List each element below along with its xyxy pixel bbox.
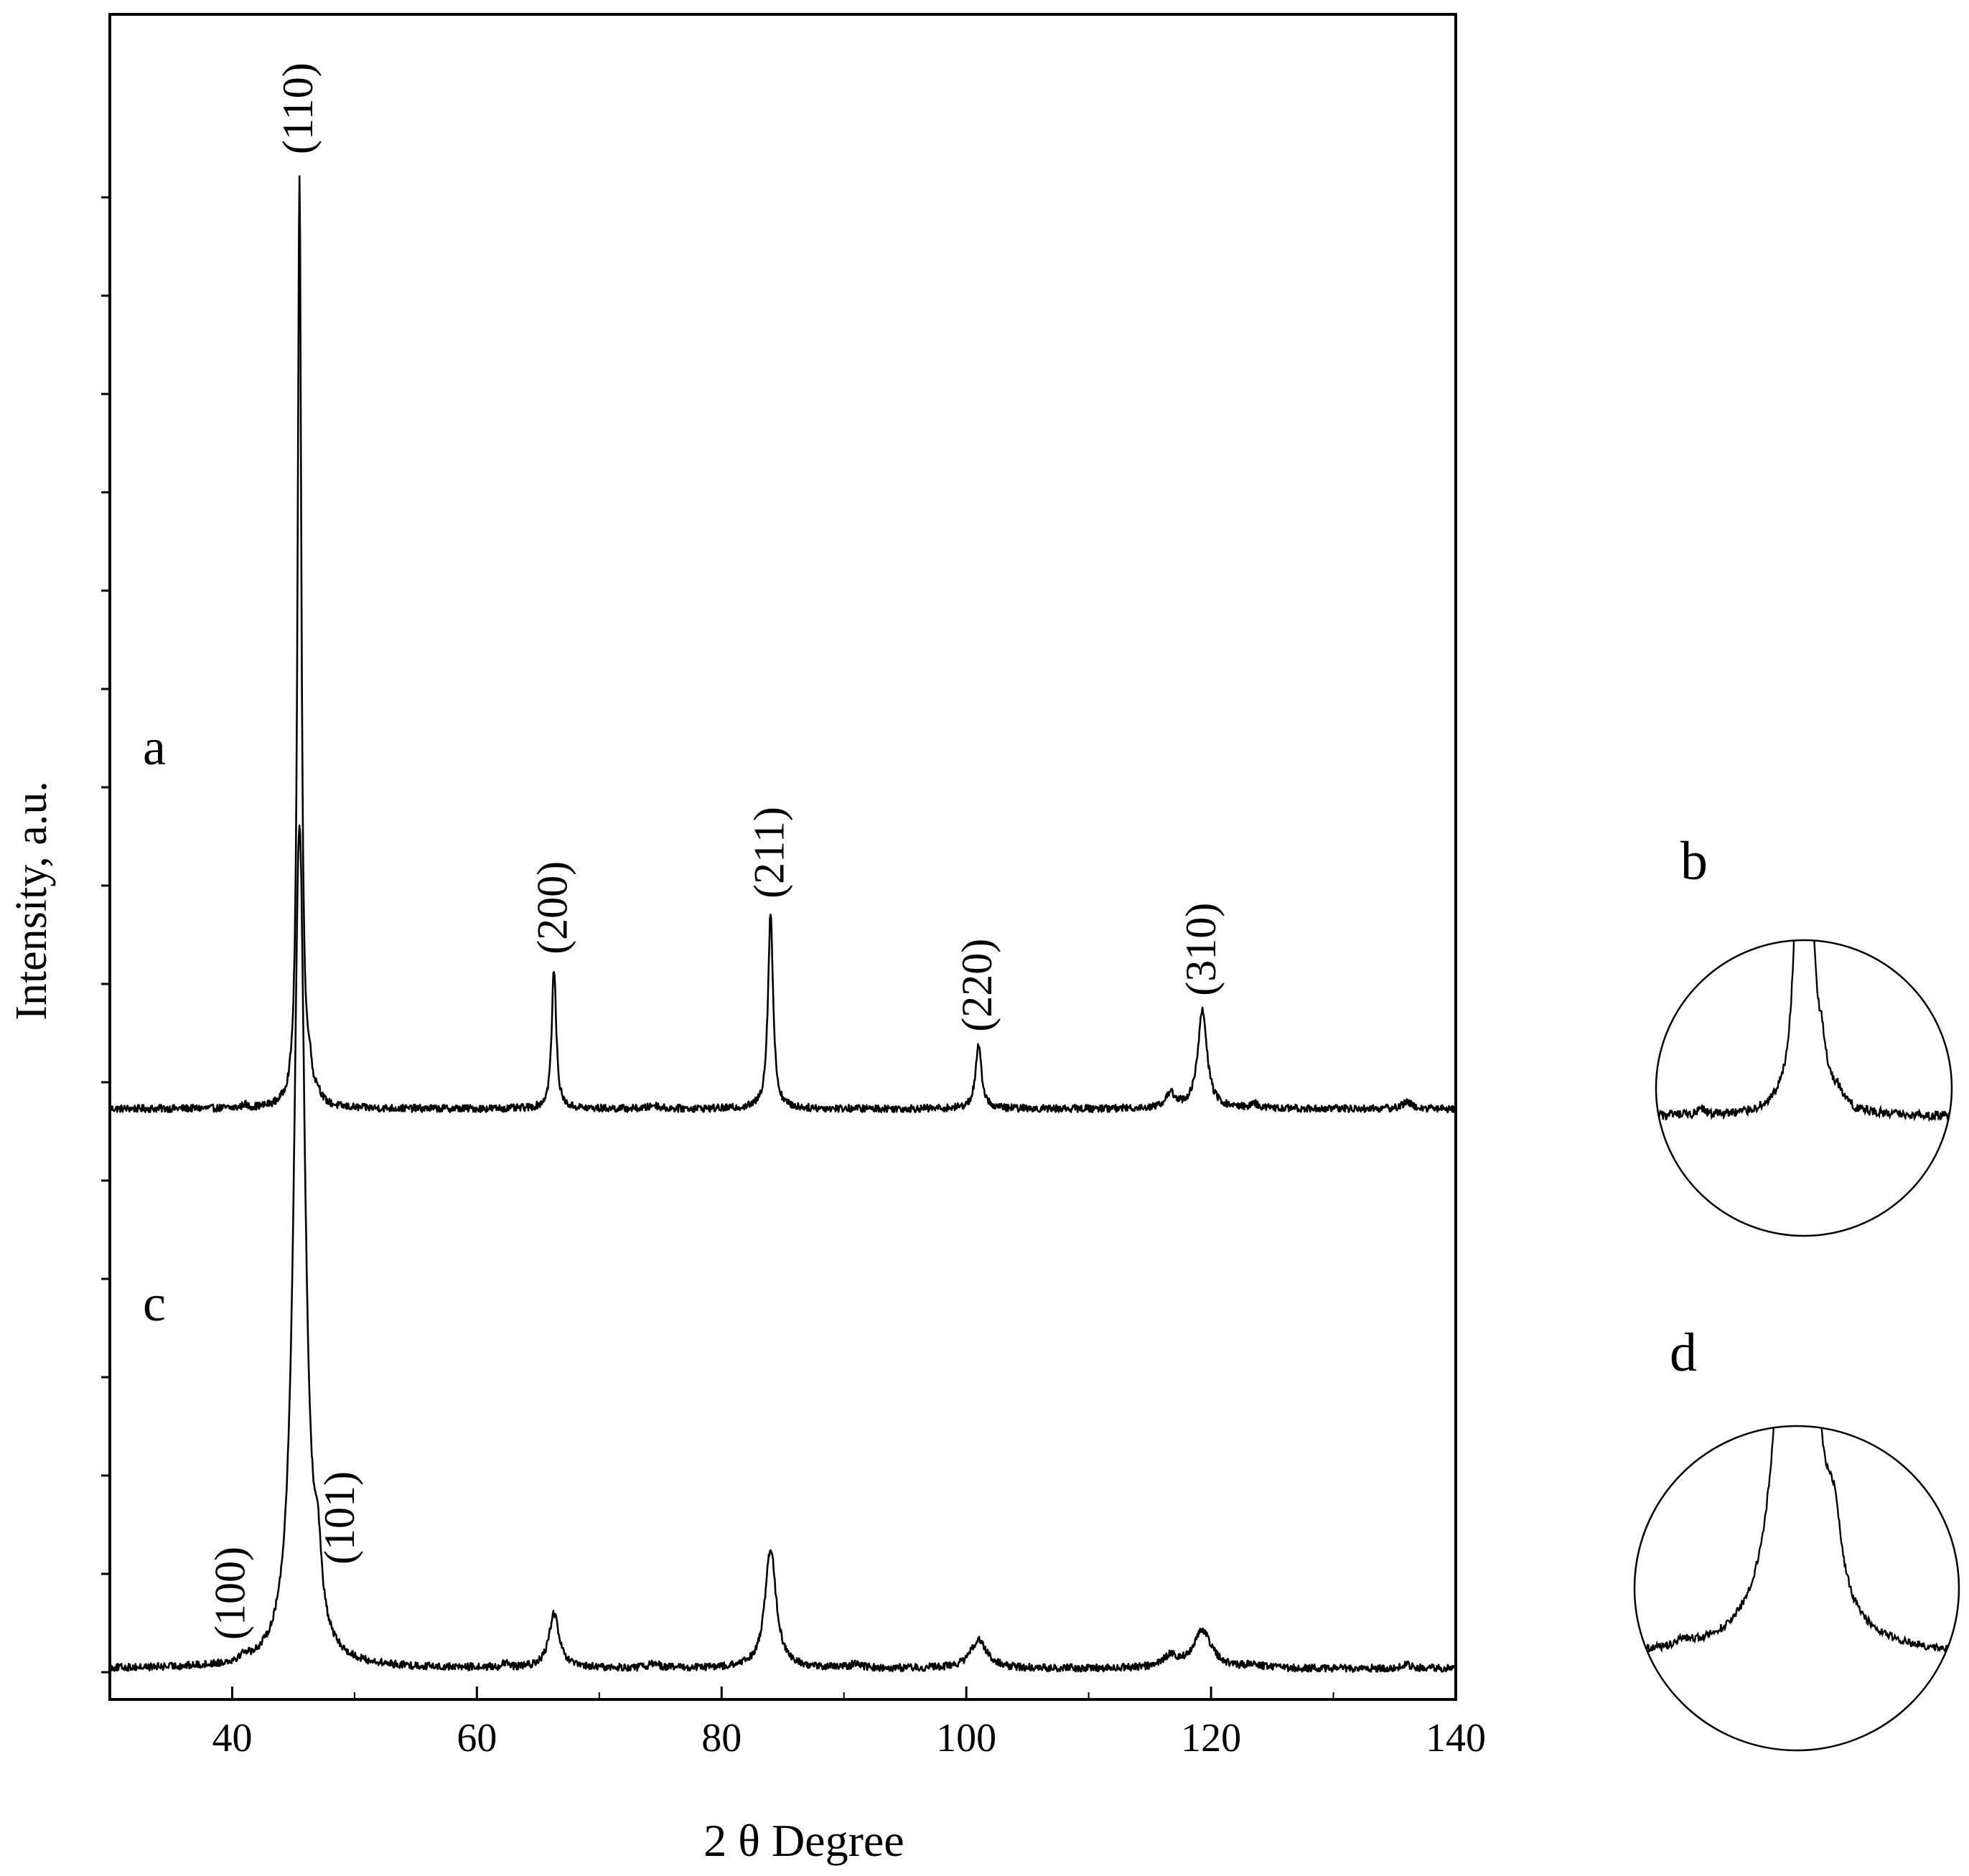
plot-frame <box>108 13 1457 1701</box>
peak-label: (211) <box>746 807 793 899</box>
inset-circle <box>1655 939 1953 1237</box>
curve-label-c: c <box>143 1275 166 1332</box>
peak-label: (110) <box>274 62 322 154</box>
curve-label-a: a <box>143 718 166 776</box>
plot-area: 40 60 80 100 120 140 (110) (200) (211) (220) (310… <box>101 13 1486 1760</box>
peak-label: (220) <box>953 939 1001 1032</box>
series-a-line <box>108 175 1457 1114</box>
inset-label-d: d <box>1670 1323 1697 1383</box>
peak-label: (100) <box>207 1547 254 1640</box>
inset-b-line <box>1656 940 1952 1122</box>
inset-d-line <box>1634 1426 1959 1655</box>
insets: bd <box>1633 831 1960 1752</box>
y-axis-label: Intensity, a.u. <box>7 781 56 1020</box>
x-tick-label: 140 <box>1426 1716 1486 1760</box>
x-tick-label: 40 <box>212 1716 252 1760</box>
series-c-line <box>108 824 1457 1673</box>
peak-label: (200) <box>529 861 576 955</box>
inset-b: b <box>1655 831 1953 1237</box>
inset-label-b: b <box>1680 831 1708 891</box>
x-tick-label: 60 <box>457 1716 497 1760</box>
peak-labels: (110) (200) (211) (220) (310) (100) (101) <box>207 62 1225 1640</box>
inset-circle <box>1633 1425 1960 1752</box>
x-axis-ticks <box>230 1687 1457 1699</box>
x-tick-label: 80 <box>701 1716 742 1760</box>
inset-d: d <box>1633 1323 1960 1752</box>
peak-label: (310) <box>1177 903 1225 996</box>
x-axis-tick-labels: 40 60 80 100 120 140 <box>212 1716 1486 1760</box>
curve-labels: ac <box>143 718 166 1332</box>
x-tick-label: 120 <box>1181 1716 1241 1760</box>
curves <box>108 175 1457 1673</box>
peak-label: (101) <box>316 1471 363 1565</box>
x-tick-label: 100 <box>936 1716 996 1760</box>
x-axis-label: 2 θ Degree <box>703 1815 904 1866</box>
y-axis-ticks <box>101 196 110 1674</box>
